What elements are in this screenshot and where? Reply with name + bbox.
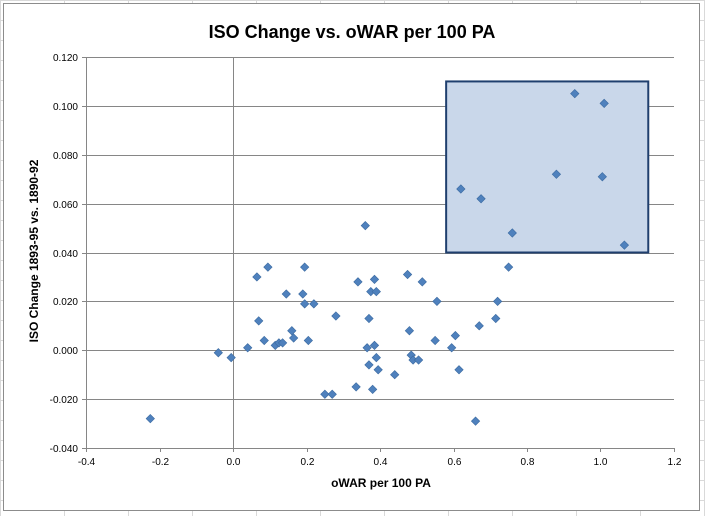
- data-point: [402, 269, 413, 280]
- data-point: [373, 365, 383, 375]
- data-point: [243, 343, 253, 353]
- y-tick-label: 0.020: [53, 297, 78, 308]
- x-tick-label: -0.2: [152, 457, 170, 468]
- data-point: [491, 313, 501, 324]
- data-point: [476, 194, 486, 204]
- data-point: [362, 343, 372, 353]
- highlight-box: [445, 80, 650, 254]
- data-point: [327, 389, 337, 399]
- x-tick-label: 0.4: [374, 457, 388, 468]
- chart-title: ISO Change vs. oWAR per 100 PA: [209, 22, 496, 42]
- x-axis-title: oWAR per 100 PA: [331, 476, 431, 490]
- data-point: [599, 98, 609, 109]
- data-point: [369, 340, 380, 350]
- y-tick-label: 0.120: [53, 53, 78, 64]
- highlight-box-layer: [445, 80, 650, 254]
- data-point: [287, 326, 297, 336]
- data-point: [252, 272, 262, 282]
- axes: [82, 57, 675, 452]
- data-point: [300, 299, 310, 309]
- data-point: [303, 335, 313, 346]
- data-point: [597, 172, 607, 182]
- y-tick-label: 0.080: [53, 151, 78, 162]
- data-point: [390, 370, 400, 380]
- data-point: [432, 296, 442, 306]
- data-point: [570, 89, 580, 99]
- x-tick-label: 0.0: [227, 457, 241, 468]
- x-tick-label: 0.2: [301, 457, 315, 468]
- x-tick-label: 0.6: [448, 457, 462, 468]
- data-point: [371, 352, 381, 363]
- x-tick-label: 1.0: [594, 457, 608, 468]
- data-point: [298, 289, 308, 299]
- data-point: [470, 416, 481, 426]
- y-tick-label: 0.060: [53, 200, 78, 211]
- data-point: [226, 352, 236, 363]
- data-point: [309, 299, 319, 309]
- data-point: [145, 414, 155, 424]
- data-point: [619, 240, 630, 250]
- y-tick-label: 0.100: [53, 102, 78, 113]
- data-point: [492, 296, 503, 306]
- data-point: [369, 274, 380, 285]
- data-point: [504, 262, 514, 272]
- data-point: [263, 262, 273, 272]
- data-points: [145, 89, 630, 426]
- y-tick-label: -0.040: [50, 444, 79, 455]
- data-point: [353, 277, 363, 287]
- data-point: [300, 262, 310, 272]
- data-point: [368, 384, 378, 394]
- data-point: [320, 389, 330, 399]
- y-tick-label: -0.020: [50, 395, 79, 406]
- data-point: [364, 313, 374, 324]
- data-point: [351, 382, 361, 392]
- data-point: [417, 277, 427, 287]
- data-point: [254, 316, 264, 326]
- data-point: [454, 365, 464, 375]
- data-point: [371, 286, 381, 297]
- data-point: [331, 311, 341, 321]
- x-tick-label: -0.4: [78, 457, 96, 468]
- x-tick-label: 1.2: [668, 457, 682, 468]
- y-axis-title: ISO Change 1893-95 vs. 1890-92: [27, 159, 41, 342]
- data-point: [430, 335, 440, 346]
- data-point: [450, 330, 460, 341]
- y-tick-label: 0.000: [53, 346, 78, 357]
- data-point: [447, 343, 457, 353]
- data-point: [213, 348, 223, 358]
- data-point: [364, 360, 374, 370]
- data-point: [259, 335, 269, 346]
- data-point: [289, 333, 299, 343]
- x-tick-label: 0.8: [521, 457, 535, 468]
- data-point: [360, 220, 370, 231]
- y-tick-label: 0.040: [53, 249, 78, 260]
- data-point: [551, 169, 562, 179]
- data-point: [277, 338, 288, 348]
- data-point: [456, 184, 466, 194]
- data-point: [404, 326, 415, 336]
- data-point: [507, 228, 517, 238]
- tick-labels: -0.040 -0.020 0.000 0.020 0.040 0.060 0.080 0.1…: [50, 53, 682, 468]
- data-point: [474, 321, 484, 331]
- data-point: [413, 355, 424, 365]
- data-point: [281, 289, 291, 299]
